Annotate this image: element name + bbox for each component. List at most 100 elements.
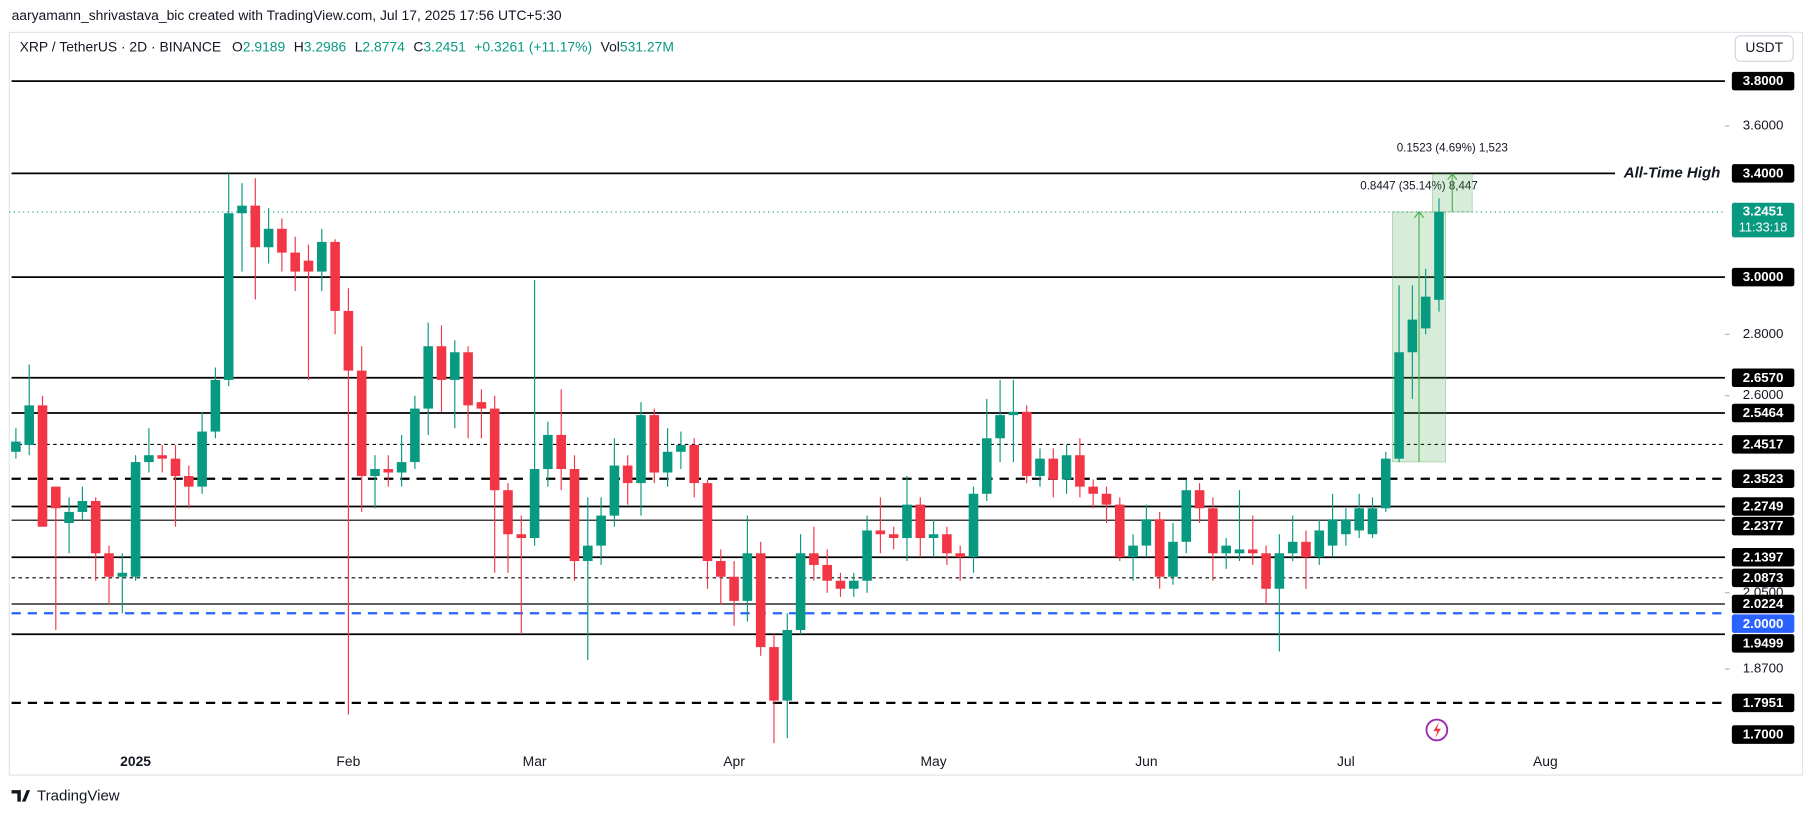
candle-body xyxy=(769,647,779,701)
brand-logo: TradingView xyxy=(11,787,120,804)
candle-body xyxy=(489,408,500,491)
level-label-box xyxy=(1731,71,1795,91)
x-tick-label: Mar xyxy=(523,753,547,769)
level-label: 2.0224 xyxy=(1743,596,1784,611)
candle-body xyxy=(77,500,88,512)
level-label: 1.7951 xyxy=(1743,695,1784,710)
change: +0.3261 (+11.17%) xyxy=(474,38,592,54)
candle-body xyxy=(64,511,74,524)
candle-body xyxy=(197,431,207,487)
level-label-box xyxy=(1731,497,1795,516)
candle-body xyxy=(835,580,846,589)
candle-body xyxy=(1261,553,1271,589)
candle-body xyxy=(1287,541,1298,554)
x-tick-label: Jun xyxy=(1135,753,1157,769)
candle-body xyxy=(995,415,1005,439)
last-price: 3.2451 xyxy=(1743,203,1784,218)
candle-body xyxy=(383,469,394,473)
volume: 531.27M xyxy=(620,38,674,54)
x-tick-label: Feb xyxy=(336,753,360,769)
candle-body xyxy=(277,228,287,253)
candle-body xyxy=(1021,411,1032,477)
y-tick-label: 2.8000 xyxy=(1743,326,1784,341)
candle-body xyxy=(290,252,300,272)
x-tick-label: 2025 xyxy=(120,753,151,769)
level-label: 2.3523 xyxy=(1743,471,1784,486)
candle-body xyxy=(689,444,699,484)
currency[interactable]: USDT xyxy=(1745,39,1783,55)
candle-body xyxy=(1061,455,1072,480)
level-label: 3.0000 xyxy=(1743,269,1784,284)
candle-body xyxy=(596,515,606,546)
candle-body xyxy=(317,241,327,272)
candle-body xyxy=(822,564,832,581)
level-label-box xyxy=(1731,614,1795,633)
level-label: 2.0000 xyxy=(1743,616,1784,631)
candle-body xyxy=(569,469,580,562)
candle-body xyxy=(795,553,806,630)
candle-body xyxy=(1088,486,1098,494)
candle-body xyxy=(263,228,274,248)
level-label: 2.0873 xyxy=(1743,570,1784,585)
candle-body xyxy=(981,438,992,494)
candle-body xyxy=(1181,490,1192,542)
candle-body xyxy=(609,465,620,516)
candle-body xyxy=(1141,519,1152,546)
candle-body xyxy=(1407,319,1418,353)
y-tick-label: 2.6000 xyxy=(1743,387,1784,402)
annotation: All-Time High xyxy=(1623,164,1721,181)
volume-label: Vol xyxy=(601,38,620,54)
candle-body xyxy=(1101,493,1112,505)
candle-body xyxy=(476,402,487,409)
candle-body xyxy=(1221,545,1231,554)
candle-body xyxy=(1168,541,1178,577)
ohlc-letter: O xyxy=(232,38,243,54)
attribution: aaryamann_shrivastava_bic created with T… xyxy=(12,7,562,23)
candle-body xyxy=(1420,296,1431,329)
level-label-box xyxy=(1731,725,1795,744)
candle-body xyxy=(862,530,872,581)
candle-body xyxy=(955,553,965,558)
currency-button[interactable] xyxy=(1734,35,1794,62)
candle-body xyxy=(742,553,753,601)
candle-body xyxy=(343,310,354,371)
alert-bolt[interactable] xyxy=(1433,721,1441,739)
candle-body xyxy=(702,483,713,562)
measure-label: 0.1523 (4.69%) 1,523 xyxy=(1397,143,1508,155)
candle-body xyxy=(450,352,460,380)
brand-icon xyxy=(11,790,31,802)
candle-body xyxy=(237,205,247,214)
candle-body xyxy=(888,534,899,539)
ohlc-letter: C xyxy=(413,38,423,54)
alert-icon[interactable] xyxy=(1425,718,1449,742)
alert-circle[interactable] xyxy=(1425,718,1449,742)
level-label-box xyxy=(1731,403,1795,423)
candle-body xyxy=(250,205,261,248)
candle-body xyxy=(24,405,34,445)
candle-body xyxy=(1354,508,1364,531)
level-label: 3.4000 xyxy=(1743,165,1784,180)
candle-body xyxy=(1035,458,1045,477)
candle-body xyxy=(157,455,167,459)
candle-body xyxy=(117,572,128,577)
candle-body xyxy=(104,553,114,577)
candle-body xyxy=(516,534,527,539)
measure-arrowhead xyxy=(1413,211,1425,219)
candle-body xyxy=(968,493,979,558)
candle-body xyxy=(1114,504,1125,558)
candle-body xyxy=(1394,352,1404,459)
candle-body xyxy=(356,370,367,477)
candle-body xyxy=(556,434,566,470)
candle-body xyxy=(90,500,101,554)
candle-body xyxy=(1341,519,1351,535)
ohlc-value: 2.9189 xyxy=(243,38,286,54)
candle-body xyxy=(729,576,739,601)
level-label: 1.9499 xyxy=(1743,635,1784,650)
level-label-box xyxy=(1731,469,1795,488)
candle-body xyxy=(37,405,48,527)
x-tick-label: Aug xyxy=(1533,753,1558,769)
candle-body xyxy=(170,458,181,477)
level-label-box xyxy=(1731,568,1795,588)
candle-body xyxy=(330,241,340,311)
